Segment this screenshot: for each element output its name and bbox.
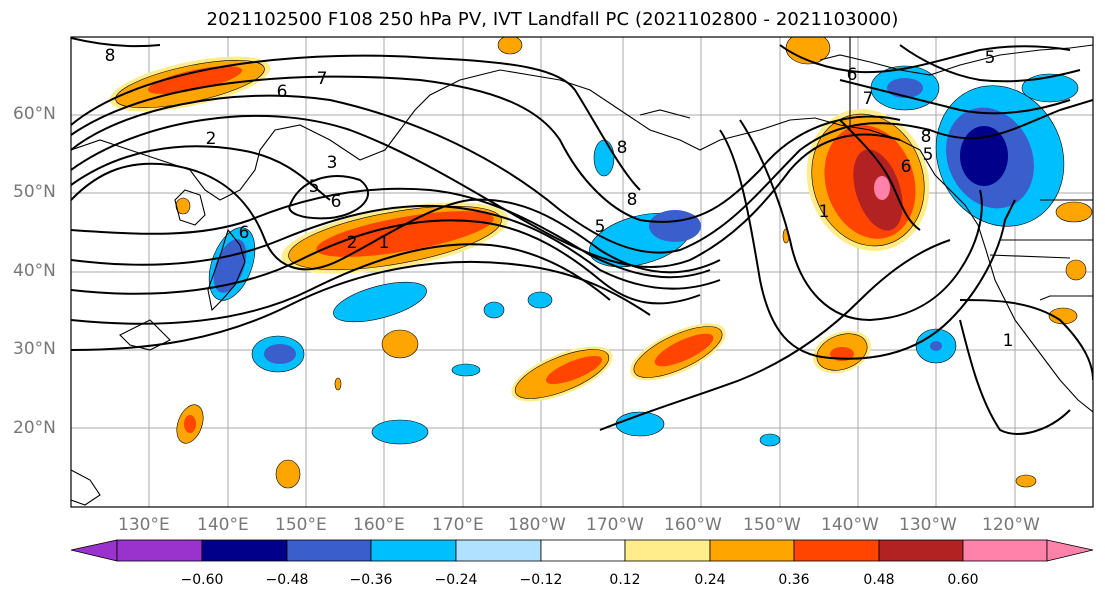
lon-label: 170°E [432,515,484,535]
colorbar-swatch [116,539,203,562]
contour-label: 5 [985,48,996,68]
colorbar-swatch [370,539,457,562]
contour-labels: 8 7 6 2 3 5 6 2 1 5 8 8 6 1 5 7 6 5 8 6 … [105,46,1014,351]
colorbar-tick-label: 0.24 [694,572,726,588]
contour-label: 2 [206,129,217,149]
colorbar-swatch [540,539,626,562]
lon-label: 150°E [275,515,327,535]
colorbar-tick-label: −0.36 [349,572,393,588]
contour-label: 6 [901,157,912,177]
contour-label: 1 [819,202,830,222]
contour-label: 1 [1003,331,1014,351]
colorbar-swatch [201,539,288,562]
colorbar-swatch [455,539,542,562]
lon-label: 140°W [821,515,879,535]
lat-label: 20°N [13,418,56,438]
contour-label: 8 [627,190,638,210]
contour-label: 7 [863,89,874,109]
contour-label: 7 [317,69,328,89]
colorbar-swatch [709,539,795,562]
colorbar-tick-label: −0.24 [434,572,478,588]
contour-label: 8 [617,138,628,158]
contour-label: 1 [379,233,390,253]
map-title: 2021102500 F108 250 hPa PV, IVT Landfall… [206,9,899,30]
contour-label: 3 [327,153,338,173]
contour-label: 5 [923,145,934,165]
colorbar-extend-high [1046,539,1094,562]
contour-label: 8 [921,127,932,147]
map-frame [70,36,1094,508]
colorbar-swatch [286,539,372,562]
colorbar-tick-label: −0.12 [519,572,563,588]
colorbar-tick-label: 0.60 [947,572,979,588]
colorbar [70,539,1094,562]
lon-label: 140°E [197,515,249,535]
contour-label: 6 [277,82,288,102]
colorbar-tick-label: 0.12 [609,572,641,588]
colorbar-swatch [878,539,964,562]
lon-label: 150°W [743,515,801,535]
contour-label: 2 [347,233,358,253]
lon-label: 120°W [982,515,1040,535]
contour-label: 6 [239,223,250,243]
colorbar-tick-label: 0.36 [778,572,810,588]
lon-label: 130°W [899,515,957,535]
contour-label: 6 [331,192,342,212]
contour-label: 5 [309,177,320,197]
lat-label: 30°N [13,339,56,359]
colorbar-extend-low [70,539,118,562]
lat-label: 60°N [13,104,56,124]
colorbar-swatch [793,539,880,562]
colorbar-tick-label: −0.60 [180,572,224,588]
lon-label: 160°W [664,515,722,535]
colorbar-tick-label: −0.48 [265,572,309,588]
lon-label: 130°E [118,515,170,535]
contour-label: 6 [847,65,858,85]
pv-contours [71,37,1093,435]
ivt-shading [109,37,1093,489]
contour-label: 8 [105,46,116,66]
lon-label: 160°E [353,515,405,535]
contour-label: 5 [595,217,606,237]
lat-label: 40°N [13,261,56,281]
lon-label: 180°W [508,515,566,535]
colorbar-swatch [624,539,711,562]
lon-label: 170°W [586,515,644,535]
colorbar-swatch [962,539,1048,562]
colorbar-tick-label: 0.48 [863,572,895,588]
lat-label: 50°N [13,182,56,202]
